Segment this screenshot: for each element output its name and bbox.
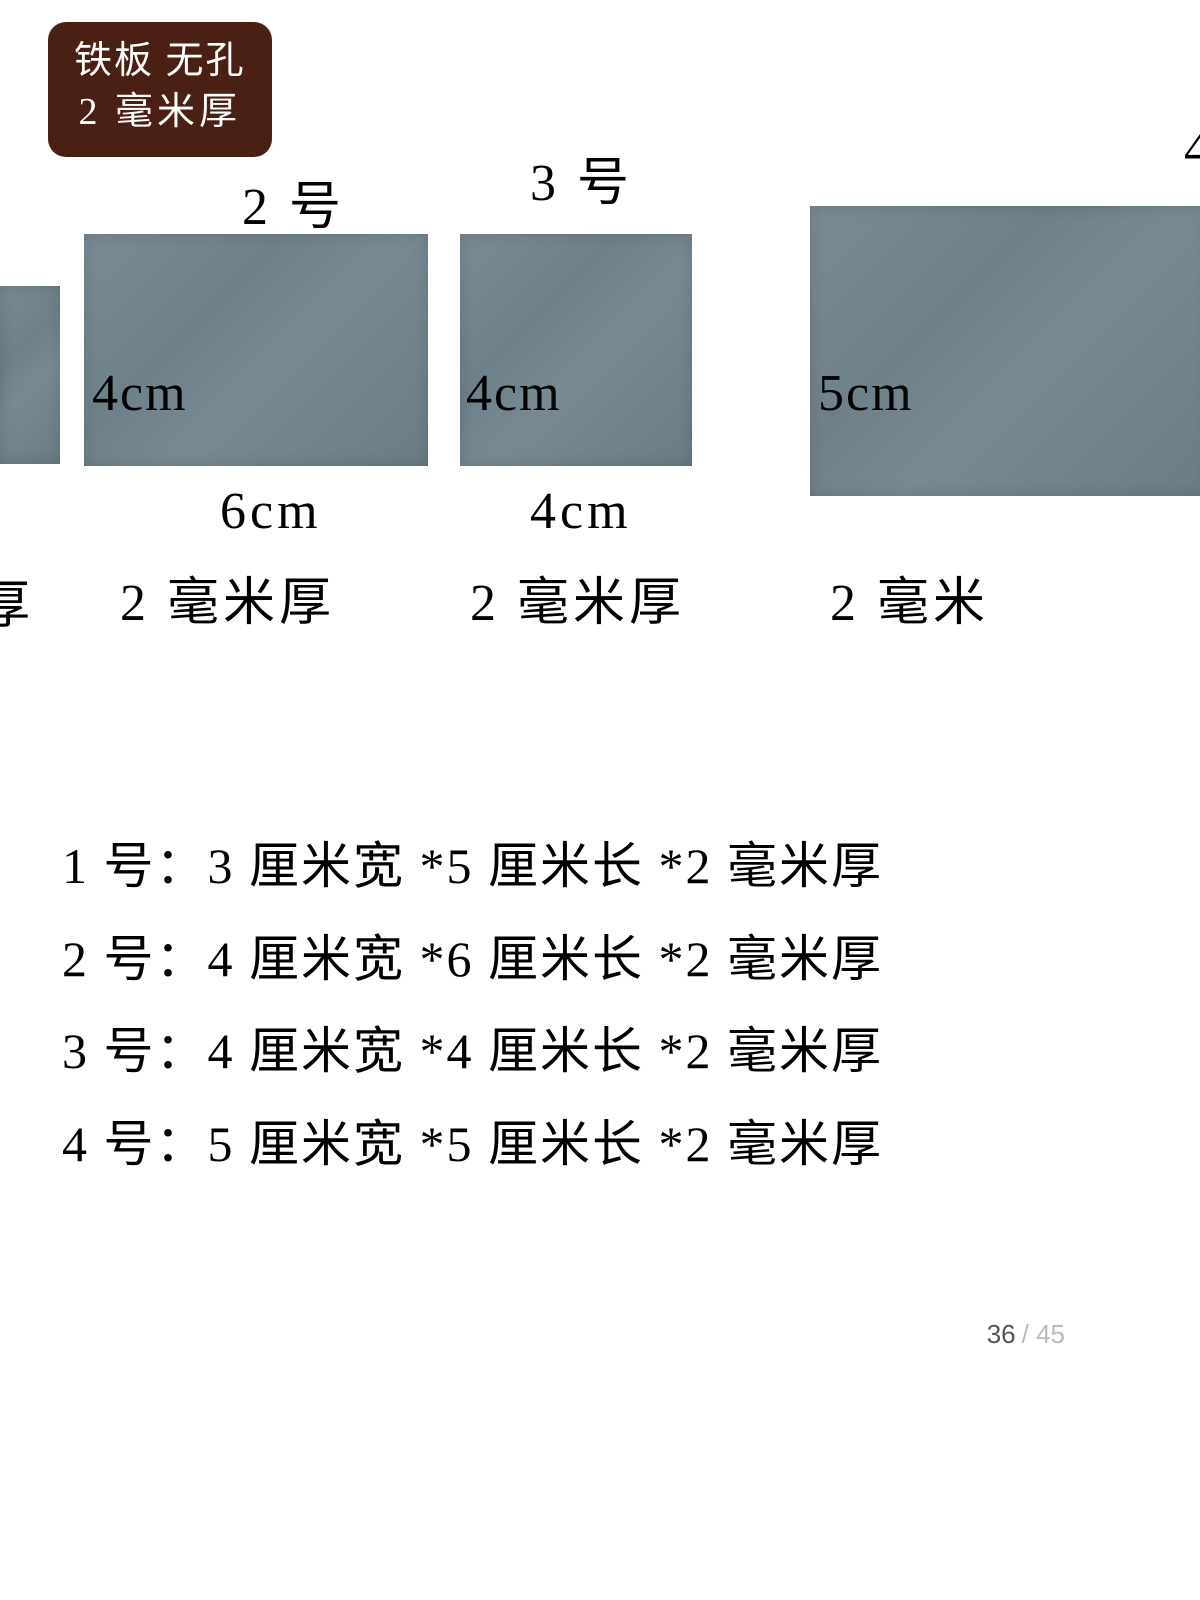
plate-3-height-label: 4cm	[466, 364, 562, 423]
plate-2	[84, 234, 428, 466]
plate-4-partial	[810, 206, 1200, 496]
plate-3-title: 3 号	[530, 140, 633, 215]
plate-0-thickness-partial: 厚	[0, 563, 30, 638]
plate-3-thickness-label: 2 毫米厚	[470, 560, 685, 635]
page-counter: 36/ 45	[987, 1319, 1065, 1350]
plate-2-title: 2 号	[242, 164, 345, 239]
plate-4-title-partial: 4	[1184, 120, 1200, 179]
product-badge: 铁板 无孔 2 毫米厚	[48, 22, 272, 157]
spec-row-1: 1 号：3 厘米宽 *5 厘米长 *2 毫米厚	[62, 820, 883, 913]
specs-list: 1 号：3 厘米宽 *5 厘米长 *2 毫米厚 2 号：4 厘米宽 *6 厘米长…	[62, 820, 883, 1190]
spec-row-4: 4 号：5 厘米宽 *5 厘米长 *2 毫米厚	[62, 1098, 883, 1191]
plate-3-width-label: 4cm	[530, 482, 632, 541]
page-counter-value: 36	[987, 1319, 1016, 1349]
badge-line1: 铁板 无孔	[74, 36, 246, 87]
plate-2-width-label: 6cm	[220, 482, 322, 541]
plate-3	[460, 234, 692, 466]
spec-row-2: 2 号：4 厘米宽 *6 厘米长 *2 毫米厚	[62, 913, 883, 1006]
spec-row-3: 3 号：4 厘米宽 *4 厘米长 *2 毫米厚	[62, 1005, 883, 1098]
plate-0-partial	[0, 286, 60, 464]
plate-2-thickness-label: 2 毫米厚	[120, 560, 335, 635]
badge-line2: 2 毫米厚	[74, 87, 246, 138]
plate-4-height-label: 5cm	[818, 364, 914, 423]
plate-2-height-label: 4cm	[92, 364, 188, 423]
plate-4-thickness-label-partial: 2 毫米	[830, 560, 989, 635]
